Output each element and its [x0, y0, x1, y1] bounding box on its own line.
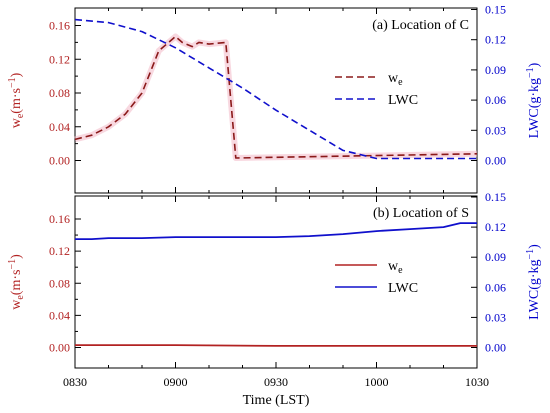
left-tick-label: 0.04 — [49, 120, 70, 134]
x-axis-label: Time (LST) — [243, 393, 310, 408]
chart-panel-a: 0.00 0.04 0.08 0.12 0.16 0.00 0.03 0.06 0.09 0.12… — [7, 3, 542, 194]
left-tick-label: 0.00 — [49, 341, 70, 355]
legend-label: LWC — [388, 93, 418, 108]
left-tick-label: 0.12 — [49, 52, 70, 66]
left-axis-label: we(m·s−1) — [7, 254, 26, 310]
right-tick-label: 0.03 — [485, 310, 506, 324]
x-tick-label: 1000 — [365, 375, 389, 389]
right-tick-label: 0.09 — [485, 63, 506, 77]
left-tick-label: 0.00 — [49, 154, 70, 168]
series-line-lwc — [75, 222, 477, 241]
series-line-lwc — [74, 18, 477, 160]
right-tick-label: 0.12 — [485, 33, 506, 47]
panel-title: (a) Location of C — [372, 18, 469, 33]
x-tick-label: 0900 — [164, 375, 188, 389]
left-tick-label: 0.16 — [49, 212, 70, 226]
right-tick-label: 0.15 — [485, 190, 506, 204]
right-tick-label: 0.09 — [485, 250, 506, 264]
series-line-we — [75, 344, 477, 347]
x-tick-label: 0930 — [264, 375, 288, 389]
chart-panel-b: 0.00 0.04 0.08 0.12 0.16 0.00 0.03 0.06 0.09 0.12… — [7, 190, 542, 408]
right-tick-label: 0.06 — [485, 93, 506, 107]
left-tick-label: 0.08 — [49, 86, 70, 100]
legend-label: LWC — [388, 281, 418, 296]
legend-label: we — [388, 71, 403, 88]
right-tick-label: 0.06 — [485, 280, 506, 294]
legend-label: we — [388, 259, 403, 276]
left-tick-label: 0.08 — [49, 276, 70, 290]
right-tick-label: 0.12 — [485, 220, 506, 234]
x-tick-label: 1030 — [465, 375, 489, 389]
right-tick-label: 0.03 — [485, 123, 506, 137]
panel-title: (b) Location of S — [373, 206, 469, 221]
right-axis-label: LWC(g·kg−1) — [525, 244, 542, 320]
right-tick-label: 0.15 — [485, 3, 506, 17]
series-line-we — [74, 35, 478, 159]
left-axis-label: we(m·s−1) — [7, 72, 26, 128]
right-tick-label: 0.00 — [485, 341, 506, 355]
left-tick-label: 0.04 — [49, 308, 70, 322]
right-axis-label: LWC(g·kg−1) — [525, 62, 542, 138]
left-tick-label: 0.12 — [49, 244, 70, 258]
right-tick-label: 0.00 — [485, 154, 506, 168]
left-tick-label: 0.16 — [49, 19, 70, 33]
x-tick-label: 0830 — [63, 375, 87, 389]
